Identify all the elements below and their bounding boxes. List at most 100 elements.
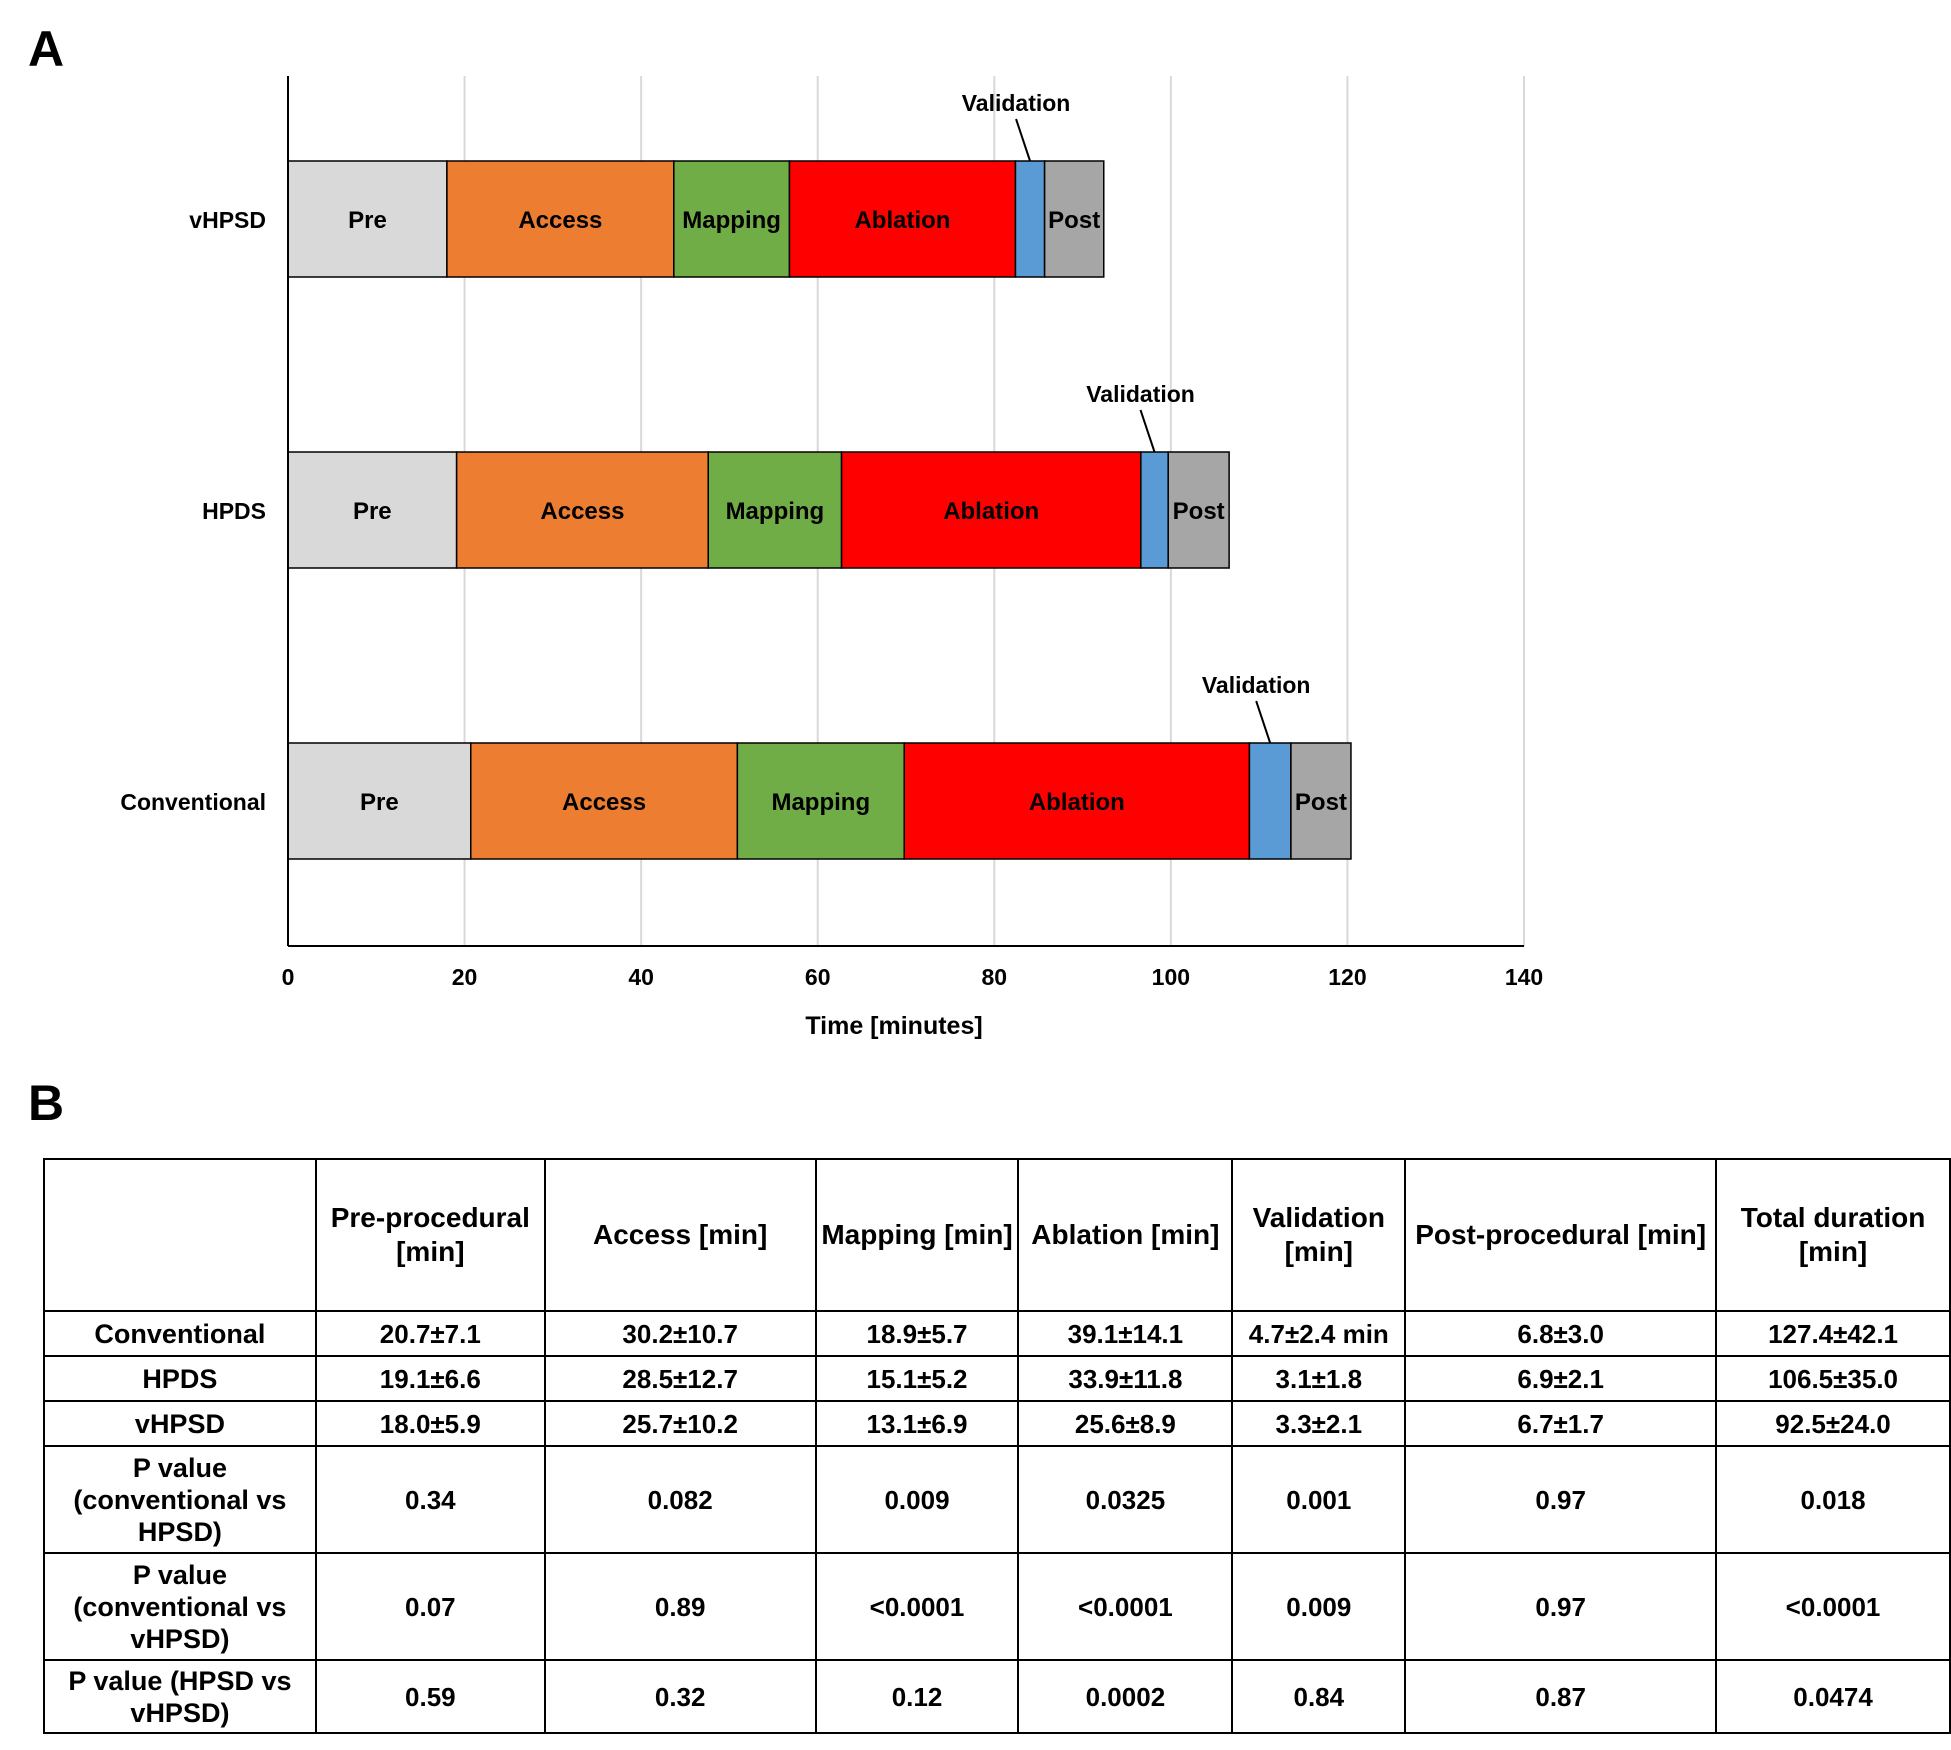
bar-segment [673,160,791,278]
summary-table: Pre-procedural [min] Access [min] Mappin… [43,1158,1951,1734]
annotation-leader-line [1255,700,1272,744]
table-cell: 33.9±11.8 [1017,1355,1234,1402]
table-cell: 6.8±3.0 [1404,1310,1718,1357]
annotation-leader-line [1015,118,1031,162]
table-header-total: Total duration [min] [1715,1158,1951,1312]
x-tick-label: 0 [282,964,295,990]
panel-label-a: A [28,21,65,77]
table-cell: P value (conventional vs vHPSD) [43,1552,317,1661]
bar-segment-label: Ablation [943,498,1039,525]
bar-segment [903,742,1251,860]
bar-segment [1014,160,1046,278]
table-cell: 0.082 [543,1445,817,1554]
bar-segment [736,742,905,860]
table-cell: 30.2±10.7 [543,1310,817,1357]
x-axis-title: Time [minutes] [805,1012,982,1040]
y-category-label: Conventional [120,789,266,815]
table-cell: 0.84 [1231,1659,1407,1734]
table-cell: 20.7±7.1 [314,1310,546,1357]
table-cell: 0.018 [1715,1445,1951,1554]
table-cell: 0.89 [543,1552,817,1661]
bar-segment [1290,742,1352,860]
annotation-label: Validation [1202,672,1311,698]
bar-segment-label: Pre [348,207,387,234]
y-category-label: vHPSD [189,207,266,233]
annotations: Validation Validation Validation [962,90,1311,744]
table-header-validation: Validation [min] [1231,1158,1407,1312]
table-header-access: Access [min] [543,1158,817,1312]
panel-label-b: B [28,1075,65,1131]
table-cell: Conventional [43,1310,317,1357]
y-category-label: HPDS [202,498,266,524]
table-cell: 0.87 [1404,1659,1718,1734]
table-cell: vHPSD [43,1400,317,1447]
bar-segment-label: Post [1173,498,1225,525]
table-cell: 18.0±5.9 [314,1400,546,1447]
bar-segment-label: Access [540,498,624,525]
bar-segment-label: Mapping [682,207,781,234]
bar-segment-label: Ablation [854,207,950,234]
table-cell: 28.5±12.7 [543,1355,817,1402]
stacked-bar-chart: Pre Access Mapping Ablation Post Pre Access Map… [120,76,1543,1040]
table-cell: 106.5±35.0 [1715,1355,1951,1402]
table-cell: 0.97 [1404,1552,1718,1661]
table-row: P value (conventional vs vHPSD) 0.07 0.8… [43,1552,1951,1661]
table-header-mapping: Mapping [min] [814,1158,1020,1312]
table-cell: 3.3±2.1 [1231,1400,1407,1447]
bar-segment-label: Mapping [771,789,870,816]
annotation-label: Validation [962,90,1071,116]
table-cell: 25.7±10.2 [543,1400,817,1447]
table-cell: 18.9±5.7 [814,1310,1020,1357]
bar-segment [788,160,1017,278]
table-cell: 15.1±5.2 [814,1355,1020,1402]
bar-segment [287,742,472,860]
table-cell: P value (conventional vs HPSD) [43,1445,317,1554]
table-cell: 6.7±1.7 [1404,1400,1718,1447]
annotation-leader-line [1139,409,1156,453]
bar-segment [446,160,675,278]
table-cell: 13.1±6.9 [814,1400,1020,1447]
bar-segment [1248,742,1292,860]
table-cell: 0.34 [314,1445,546,1554]
bar-segment [1043,160,1105,278]
table-cell: 4.7±2.4 min [1231,1310,1407,1357]
table-cell: 3.1±1.8 [1231,1355,1407,1402]
x-tick-label: 20 [452,964,478,990]
bar-segment [287,451,458,569]
table-row: vHPSD 18.0±5.9 25.7±10.2 13.1±6.9 25.6±8… [43,1400,1951,1447]
table-cell: 0.59 [314,1659,546,1734]
axes: 0 20 40 60 80 100 120 140 vHPSD HPDS Conventional [120,76,1543,990]
table-header-pre: Pre-procedural [min] [314,1158,546,1312]
table-header-empty [43,1158,317,1312]
table-row: P value (conventional vs HPSD) 0.34 0.08… [43,1445,1951,1554]
bar-segment [1140,451,1169,569]
table-cell: 25.6±8.9 [1017,1400,1234,1447]
table-header-post: Post-procedural [min] [1404,1158,1718,1312]
table-cell: P value (HPSD vs vHPSD) [43,1659,317,1734]
table-row: HPDS 19.1±6.6 28.5±12.7 15.1±5.2 33.9±11… [43,1355,1951,1402]
bar-segment-label: Access [562,789,646,816]
x-tick-label: 60 [805,964,831,990]
table-header-row: Pre-procedural [min] Access [min] Mappin… [43,1158,1951,1312]
table-cell: 0.001 [1231,1445,1407,1554]
table-cell: 0.0325 [1017,1445,1234,1554]
bar-segment-label: Post [1048,207,1100,234]
x-tick-label: 100 [1152,964,1190,990]
bar-segment-label: Access [518,207,602,234]
bar-segment [455,451,709,569]
table-row: Conventional 20.7±7.1 30.2±10.7 18.9±5.7… [43,1310,1951,1357]
bar-segment-label: Mapping [726,498,825,525]
table-cell: <0.0001 [1715,1552,1951,1661]
x-tick-label: 140 [1505,964,1543,990]
table-row: P value (HPSD vs vHPSD) 0.59 0.32 0.12 0… [43,1659,1951,1734]
bar-segment [840,451,1142,569]
table-cell: 19.1±6.6 [314,1355,546,1402]
table-cell: 0.07 [314,1552,546,1661]
table-cell: 0.009 [814,1445,1020,1554]
x-tick-label: 80 [981,964,1007,990]
table-cell: 0.0474 [1715,1659,1951,1734]
table-cell: 0.12 [814,1659,1020,1734]
table-cell: HPDS [43,1355,317,1402]
x-tick-label: 40 [628,964,654,990]
table-cell: 0.97 [1404,1445,1718,1554]
